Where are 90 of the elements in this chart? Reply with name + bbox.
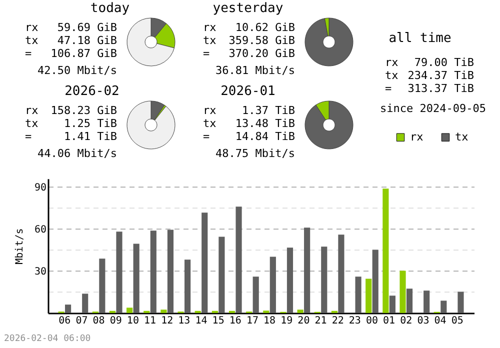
text: tx 1.25 TiB xyxy=(25,117,117,130)
text: all time xyxy=(388,31,452,46)
x-tick-label: 02 xyxy=(400,316,412,326)
donut-slice xyxy=(304,100,354,150)
donut-slice xyxy=(304,18,354,66)
bar xyxy=(406,288,413,313)
donut-slice xyxy=(126,18,174,66)
text: = 106.87 GiB xyxy=(25,47,117,60)
x-tick-label: 03 xyxy=(417,316,430,326)
text: rx 1.37 TiB xyxy=(203,104,295,117)
y-tick-label: 30 xyxy=(34,266,46,278)
y-tick-label: 90 xyxy=(34,182,46,194)
x-tick-label: 06 xyxy=(58,316,71,326)
x-tick-label: 14 xyxy=(195,316,208,326)
x-tick-label: 00 xyxy=(366,316,378,326)
bar xyxy=(184,260,191,313)
bar xyxy=(218,236,225,313)
x-tick-label: 12 xyxy=(161,316,174,326)
text: 44.06 Mbit/s xyxy=(38,147,117,160)
bar xyxy=(64,304,72,313)
bar xyxy=(400,270,406,313)
text: = 14.84 TiB xyxy=(203,130,295,143)
x-tick-label: 13 xyxy=(178,316,190,326)
text: 2026-02-04 06:00 xyxy=(4,334,91,344)
bar xyxy=(424,290,430,313)
bar xyxy=(338,234,344,313)
chart-title: yesterday xyxy=(212,1,284,16)
bar xyxy=(236,206,242,313)
bar xyxy=(133,244,140,313)
donut-slice xyxy=(126,100,176,150)
text: 36.81 Mbit/s xyxy=(216,64,295,77)
bar xyxy=(382,188,389,313)
x-tick-label: 07 xyxy=(76,316,88,326)
text: since 2024-09-05 xyxy=(380,102,486,115)
y-tick-label: 60 xyxy=(34,224,46,236)
legend-label: rx xyxy=(410,130,424,144)
x-tick-label: 05 xyxy=(451,316,464,326)
text: tx 234.37 TiB xyxy=(385,69,474,82)
x-tick-label: 23 xyxy=(348,316,361,326)
bar xyxy=(150,230,156,313)
x-tick-label: 21 xyxy=(314,316,327,326)
bar xyxy=(99,258,106,313)
bar xyxy=(366,278,372,313)
bar xyxy=(160,310,167,313)
bar xyxy=(355,276,362,313)
bar xyxy=(297,310,304,313)
text: = 1.41 TiB xyxy=(25,130,117,143)
text: rx 79.00 TiB xyxy=(385,56,474,69)
x-tick-label: 17 xyxy=(246,316,258,326)
chart-title: 2026-02 xyxy=(64,84,120,99)
bar xyxy=(286,248,294,313)
x-tick-label: 20 xyxy=(298,316,310,326)
chart-title: 2026-01 xyxy=(220,84,276,99)
y-axis-title: Mbit/s xyxy=(14,228,26,264)
bar xyxy=(252,276,259,313)
x-tick-label: 18 xyxy=(264,316,276,326)
text: = 370.20 GiB xyxy=(203,47,295,60)
bar xyxy=(304,228,310,313)
bar xyxy=(440,300,447,313)
legend-label: tx xyxy=(455,130,469,144)
text: rx 158.23 GiB xyxy=(25,104,117,117)
x-tick-label: 08 xyxy=(92,316,105,326)
x-tick-label: 16 xyxy=(229,316,242,326)
text: tx 359.58 GiB xyxy=(203,34,295,47)
text: = 313.37 TiB xyxy=(385,82,474,95)
bar xyxy=(82,294,88,313)
bar xyxy=(372,250,378,313)
x-tick-label: 15 xyxy=(212,316,224,326)
x-tick-label: 01 xyxy=(383,316,396,326)
bar xyxy=(126,308,133,313)
text: rx 59.69 GiB xyxy=(25,21,117,34)
bar xyxy=(167,230,174,313)
x-tick-label: 11 xyxy=(144,316,156,326)
bar xyxy=(202,212,208,313)
bar xyxy=(389,296,396,313)
bar xyxy=(270,256,276,313)
text: tx 47.18 GiB xyxy=(25,34,117,47)
bar xyxy=(321,246,328,313)
bar xyxy=(116,232,122,313)
x-tick-label: 10 xyxy=(126,316,139,326)
x-tick-label: 19 xyxy=(280,316,293,326)
chart-title: today xyxy=(89,1,131,16)
text: 48.75 Mbit/s xyxy=(216,147,295,160)
x-tick-label: 04 xyxy=(434,316,446,326)
text: tx 13.48 TiB xyxy=(203,117,295,130)
text: 42.50 Mbit/s xyxy=(38,64,117,77)
text: rx 10.62 GiB xyxy=(203,21,295,34)
x-tick-label: 22 xyxy=(332,316,344,326)
bar xyxy=(458,292,464,313)
x-tick-label: 09 xyxy=(110,316,122,326)
